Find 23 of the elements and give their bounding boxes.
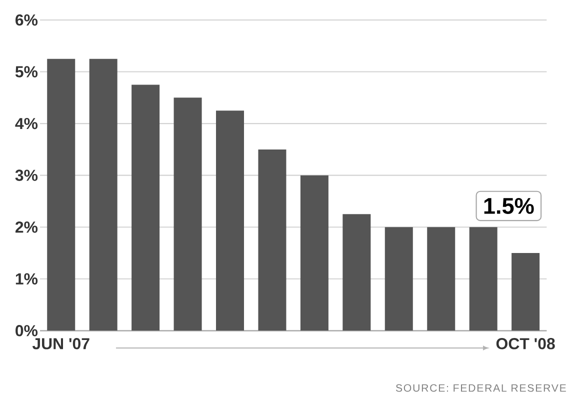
bar xyxy=(384,227,413,331)
x-tick-label: OCT '08 xyxy=(496,338,555,350)
x-tick-label: JUN '07 xyxy=(32,338,90,350)
bar xyxy=(300,175,328,331)
bar xyxy=(174,98,202,331)
source-note: SOURCE: FEDERAL RESERVE xyxy=(396,384,566,392)
bar xyxy=(469,227,498,331)
y-tick-label: 1% xyxy=(16,273,38,284)
bar xyxy=(216,110,244,331)
y-tick-label: 5% xyxy=(15,66,38,78)
annotation: 1.5% xyxy=(484,198,534,214)
y-tick-label: 3% xyxy=(15,170,38,181)
bar xyxy=(47,58,76,331)
bar xyxy=(427,227,456,331)
y-tick-label: 6% xyxy=(16,14,38,26)
y-tick-label: 4% xyxy=(15,118,38,130)
bar xyxy=(89,58,118,331)
bar xyxy=(132,84,160,331)
bar xyxy=(342,214,371,331)
bar xyxy=(512,253,540,331)
bar xyxy=(258,149,286,331)
y-tick-label: 0% xyxy=(16,325,38,336)
y-tick-label: 2% xyxy=(15,221,38,233)
